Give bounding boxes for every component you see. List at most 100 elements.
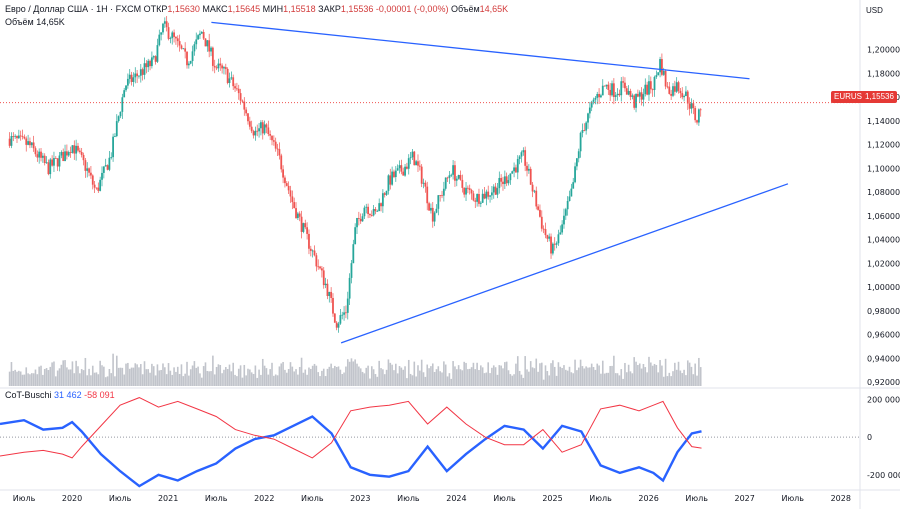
- candle-body: [418, 165, 421, 167]
- candle-body: [350, 263, 353, 278]
- candle-body: [611, 83, 613, 96]
- volume-bar: [334, 365, 336, 386]
- candle-body: [542, 228, 545, 230]
- candle-body: [77, 145, 79, 151]
- volume-bar: [566, 370, 569, 386]
- volume-bar: [339, 369, 342, 386]
- volume-bar: [184, 373, 186, 386]
- candle-body: [642, 94, 645, 100]
- volume-bar: [437, 366, 440, 386]
- candle-body: [171, 32, 174, 39]
- candle-body: [681, 93, 684, 98]
- volume-bar: [478, 370, 480, 386]
- volume-bar: [653, 363, 656, 386]
- volume-bar: [64, 360, 66, 386]
- candle-body: [247, 113, 249, 122]
- candle-body: [487, 191, 490, 197]
- candle-body: [426, 186, 429, 204]
- trendline-lower: [340, 183, 789, 344]
- volume-pane-label: Объём: [5, 17, 34, 27]
- candle-body: [173, 32, 175, 37]
- volume-bar: [406, 378, 408, 386]
- volume-bar: [542, 379, 545, 386]
- volume-bar: [359, 368, 362, 386]
- candle-body: [380, 203, 382, 207]
- candle-body: [210, 47, 212, 52]
- volume-bar: [428, 368, 430, 386]
- volume-bar: [152, 366, 155, 386]
- candle-body: [535, 190, 538, 207]
- candle-body: [27, 141, 29, 145]
- candle-body: [483, 193, 486, 199]
- volume-bar: [415, 376, 417, 386]
- candle-body: [271, 135, 273, 141]
- candle-body: [260, 122, 262, 129]
- candle-body: [330, 291, 333, 298]
- price-tick-label: 1,18000: [867, 69, 900, 78]
- volume-bar: [590, 363, 593, 386]
- volume-bar: [539, 363, 541, 386]
- volume-bar: [668, 372, 671, 386]
- candle-body: [417, 161, 419, 166]
- time-axis[interactable]: Июль 2020 Июль 2021 Июль 2022 Июль 2023 Июль 2024…: [13, 494, 851, 503]
- volume-bar: [79, 373, 81, 386]
- volume-bar: [369, 378, 371, 386]
- volume-bar: [171, 374, 174, 386]
- candle-body: [348, 277, 351, 299]
- candle-body: [448, 175, 451, 178]
- volume-bar: [40, 365, 42, 386]
- volume-bar: [365, 367, 368, 386]
- volume-bar: [395, 363, 397, 386]
- volume-bar: [29, 374, 31, 386]
- candle-body: [527, 168, 530, 171]
- candle-body: [204, 38, 207, 47]
- volume-bar: [151, 363, 153, 386]
- volume-bar: [441, 372, 443, 386]
- volume-bar: [25, 367, 28, 386]
- price-tick-label: 0,94000: [867, 354, 900, 363]
- volume-bar: [186, 361, 188, 386]
- candle-body: [394, 170, 397, 178]
- volume-bar: [310, 368, 312, 386]
- volume-bar: [625, 372, 628, 386]
- candle-body: [45, 162, 48, 164]
- volume-bar: [252, 373, 255, 386]
- volume-bar: [12, 370, 15, 386]
- candle-body: [491, 192, 493, 196]
- candle-body: [596, 93, 599, 98]
- volume-bar: [210, 371, 212, 386]
- volume-bar: [149, 372, 151, 386]
- low-value: 1,15518: [283, 4, 316, 14]
- candle-body: [202, 31, 205, 39]
- volume-bar: [450, 378, 453, 386]
- volume-bar: [681, 373, 684, 386]
- volume-bar: [522, 377, 525, 386]
- candle-body: [583, 130, 586, 131]
- volume-bar: [448, 373, 451, 386]
- volume-bar: [487, 362, 490, 386]
- trendlines[interactable]: [0, 21, 860, 344]
- candle-body: [455, 178, 458, 181]
- volume-bar: [476, 362, 478, 386]
- volume-bar: [463, 361, 465, 386]
- price-tick-label: 1,14000: [867, 117, 900, 126]
- volume-bar: [378, 360, 380, 386]
- candle-body: [577, 151, 580, 159]
- candle-body: [287, 185, 290, 191]
- candle-body: [75, 145, 78, 154]
- candle-body: [568, 196, 571, 202]
- candle-body: [670, 93, 673, 96]
- candlesticks: [8, 16, 702, 333]
- volume-bar: [43, 368, 46, 386]
- candle-body: [106, 165, 109, 170]
- volume-bar: [439, 371, 441, 386]
- candle-body: [361, 216, 364, 222]
- candle-body: [200, 31, 203, 34]
- candle-body: [572, 182, 575, 189]
- volume-bar: [265, 368, 268, 386]
- price-axis[interactable]: 1,200001,180001,160001,140001,120001,100…: [867, 46, 900, 480]
- volume-bar: [675, 369, 678, 386]
- volume-bar: [191, 365, 194, 386]
- volume-bar: [346, 359, 349, 386]
